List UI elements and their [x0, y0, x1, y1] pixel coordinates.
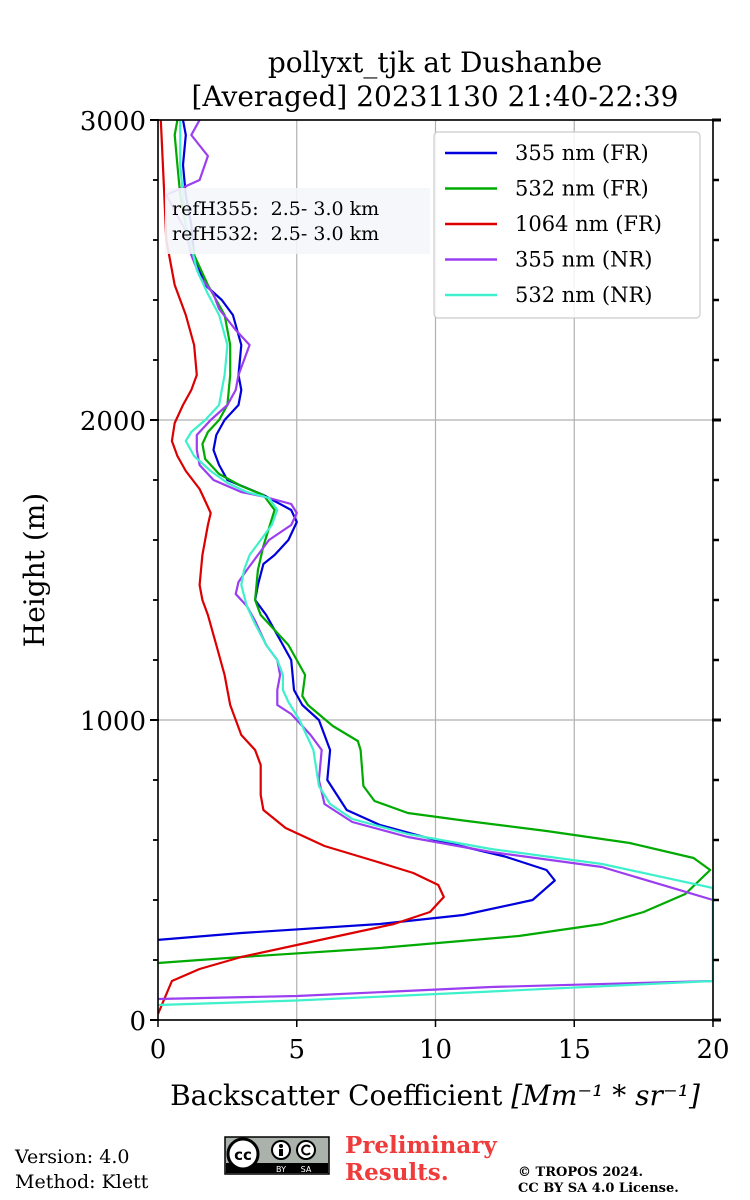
x-tick-label-2: 10 — [419, 1035, 452, 1065]
x-axis-unit: [Mm⁻¹ * sr⁻¹] — [511, 1079, 700, 1112]
copyright-line2: CC BY SA 4.0 License. — [518, 1181, 679, 1196]
copyright-line1: © TROPOS 2024. — [518, 1165, 643, 1180]
legend-label-2: 1064 nm (FR) — [515, 212, 662, 236]
by-label: BY — [276, 1165, 286, 1174]
by-icon-head — [279, 1144, 283, 1148]
x-tick-label-4: 20 — [696, 1035, 729, 1065]
legend: 355 nm (FR) 532 nm (FR) 1064 nm (FR) 355 nm… — [433, 131, 701, 319]
y-tick-label-2: 2000 — [80, 407, 146, 437]
sa-label: SA — [301, 1165, 312, 1174]
version-text: Version: 4.0 — [14, 1146, 129, 1168]
series-lines — [158, 120, 713, 1015]
legend-label-3: 355 nm (NR) — [515, 248, 652, 272]
legend-box — [433, 131, 701, 319]
annotation-line-355: refH355: 2.5- 3.0 km — [172, 198, 379, 220]
preliminary-text-line1: Preliminary — [345, 1132, 497, 1159]
legend-label-1: 532 nm (FR) — [515, 177, 649, 201]
sa-icon-arrow — [301, 1144, 311, 1156]
sa-icon — [296, 1140, 316, 1160]
method-text: Method: Klett — [15, 1171, 149, 1193]
reference-height-annotation: refH355: 2.5- 3.0 km refH532: 2.5- 3.0 k… — [165, 188, 430, 254]
legend-label-4: 532 nm (NR) — [515, 283, 652, 307]
cc-by-sa-badge: cc BY SA — [224, 1136, 330, 1175]
y-tick-label-1: 1000 — [80, 707, 146, 737]
preliminary-text-line2: Results. — [345, 1159, 449, 1186]
chart-subtitle: [Averaged] 20231130 21:40-22:39 — [192, 80, 679, 113]
series-line-3 — [158, 120, 713, 1001]
x-tick-label-0: 0 — [150, 1035, 167, 1065]
y-tick-label-0: 0 — [129, 1007, 146, 1037]
x-axis-label: Backscatter Coefficient [Mm⁻¹ * sr⁻¹] — [170, 1079, 700, 1112]
series-line-4 — [158, 120, 713, 1007]
chart-title: pollyxt_tjk at Dushanbe — [268, 46, 602, 79]
annotation-line-532: refH532: 2.5- 3.0 km — [172, 223, 379, 245]
y-axis-label: Height (m) — [18, 493, 51, 647]
by-icon-body — [279, 1149, 283, 1156]
y-tick-label-3: 3000 — [80, 107, 146, 137]
series-line-2 — [158, 120, 445, 1015]
cc-badge-strip — [226, 1163, 328, 1173]
axis-ticks: 0 5 10 15 20 0 1000 2000 3000 — [80, 107, 730, 1065]
cc-icon-text: cc — [234, 1146, 252, 1164]
cc-icon — [226, 1137, 260, 1171]
annotation-box — [165, 188, 430, 254]
x-tick-label-3: 15 — [558, 1035, 591, 1065]
series-line-1 — [158, 120, 712, 965]
x-tick-label-1: 5 — [288, 1035, 305, 1065]
legend-label-0: 355 nm (FR) — [515, 141, 649, 165]
